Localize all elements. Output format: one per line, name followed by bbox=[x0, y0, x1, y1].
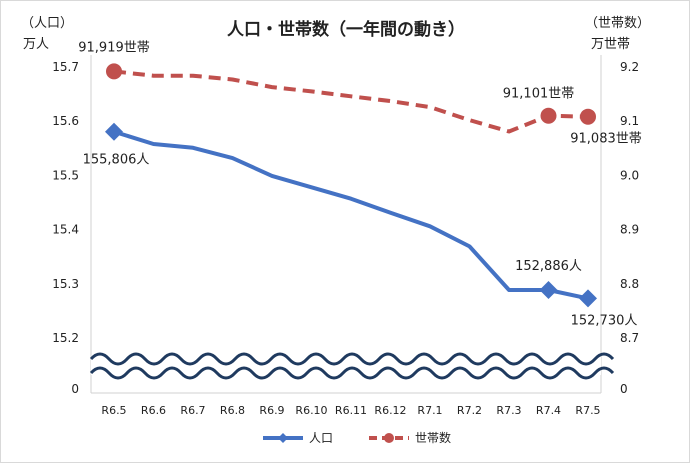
right-y-tick-label: 9.0 bbox=[620, 168, 639, 182]
x-tick-label: R7.1 bbox=[417, 404, 442, 417]
data-label: 91,101世帯 bbox=[503, 87, 575, 102]
right-axis-unit-line2: 万世帯 bbox=[591, 37, 630, 52]
x-tick-labels: R6.5 R6.6 R6.7 R6.8 R6.9 R6.10 R6.11 R6.12 R7.1 R… bbox=[101, 404, 600, 417]
series-line-households bbox=[113, 69, 589, 134]
data-label: 152,886人 bbox=[515, 259, 582, 274]
households-marker bbox=[580, 108, 596, 125]
left-y-tick-label: 0 bbox=[71, 382, 79, 396]
x-tick-label: R6.7 bbox=[180, 404, 205, 417]
left-y-tick-label: 15.7 bbox=[52, 60, 79, 74]
population-marker bbox=[105, 122, 123, 141]
left-y-tick-label: 15.2 bbox=[52, 331, 79, 345]
x-tick-label: R6.9 bbox=[259, 404, 284, 417]
x-tick-label: R6.11 bbox=[335, 404, 367, 417]
legend-label: 世帯数 bbox=[415, 430, 451, 445]
left-y-tick-label: 15.5 bbox=[52, 168, 79, 182]
data-label: 155,806人 bbox=[83, 153, 150, 168]
left-y-tick-label: 15.4 bbox=[52, 223, 79, 237]
right-y-tick-label: 0 bbox=[620, 382, 628, 396]
households-marker bbox=[540, 107, 557, 124]
left-axis-unit-line1: （人口） bbox=[21, 16, 73, 31]
population-marker bbox=[579, 289, 597, 308]
data-label: 152,730人 bbox=[571, 313, 638, 328]
x-tick-label: R6.12 bbox=[374, 404, 406, 417]
chart-legend: 人口 世帯数 bbox=[263, 430, 451, 445]
left-axis-unit-line2: 万人 bbox=[23, 37, 49, 52]
right-y-tick-label: 8.7 bbox=[620, 331, 639, 345]
households-marker bbox=[106, 63, 122, 80]
series-lines bbox=[113, 69, 589, 301]
axis-break-wave-lower bbox=[89, 366, 615, 380]
data-label: 91,083世帯 bbox=[570, 132, 642, 147]
x-tick-label: R6.10 bbox=[295, 404, 327, 417]
legend-label: 人口 bbox=[309, 431, 333, 445]
x-tick-label: R6.6 bbox=[141, 404, 166, 417]
right-y-tick-label: 8.9 bbox=[620, 223, 639, 237]
x-tick-label: R7.2 bbox=[457, 404, 482, 417]
right-y-tick-label: 8.8 bbox=[620, 277, 639, 291]
data-annotations: 91,919世帯 155,806人 91,101世帯 91,083世帯 152,886人… bbox=[78, 40, 642, 328]
left-y-tick-label: 15.6 bbox=[52, 114, 79, 128]
chart-title: 人口・世帯数（一年間の動き） bbox=[227, 19, 465, 40]
axis-break-marker bbox=[89, 352, 615, 380]
right-y-tick-label: 9.2 bbox=[620, 60, 639, 74]
y-tick-labels: 15.7 15.6 15.5 15.4 15.3 15.2 0 9.2 9.1 9.0 8.9 8.8… bbox=[52, 60, 639, 396]
x-tick-label: R6.5 bbox=[101, 404, 126, 417]
x-tick-label: R7.5 bbox=[575, 404, 600, 417]
legend-marker bbox=[278, 433, 288, 443]
legend-marker bbox=[384, 433, 394, 443]
data-label: 91,919世帯 bbox=[78, 40, 150, 55]
axis-break-wave-upper bbox=[89, 352, 615, 366]
right-axis-unit-line1: （世帯数） bbox=[585, 16, 650, 31]
right-y-tick-label: 9.1 bbox=[620, 114, 639, 128]
x-tick-label: R6.8 bbox=[220, 404, 245, 417]
population-marker bbox=[539, 280, 558, 299]
series-line-population bbox=[113, 129, 589, 301]
series-markers bbox=[105, 63, 597, 308]
x-tick-label: R7.3 bbox=[496, 404, 521, 417]
left-y-tick-label: 15.3 bbox=[52, 277, 79, 291]
x-tick-label: R7.4 bbox=[536, 404, 561, 417]
